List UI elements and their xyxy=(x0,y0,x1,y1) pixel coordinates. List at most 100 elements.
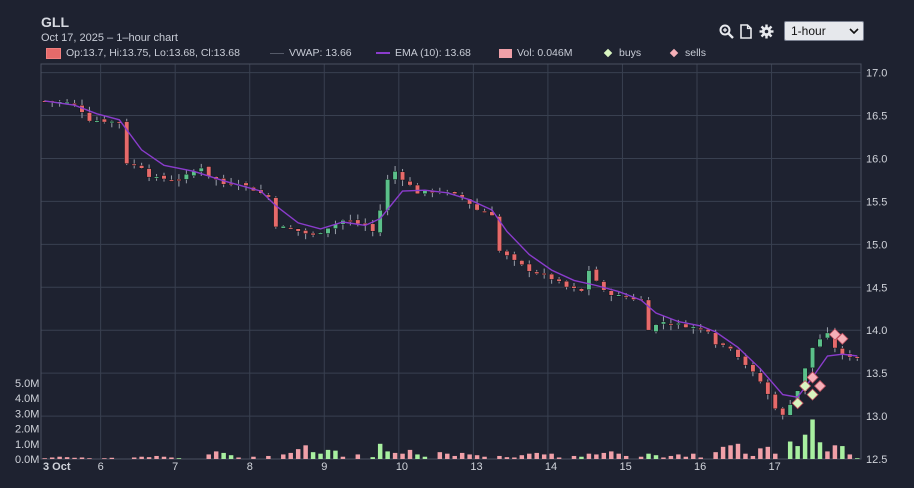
candle-down xyxy=(489,211,495,216)
price-tick-label: 13.5 xyxy=(866,368,887,380)
candle-down xyxy=(668,323,674,326)
candle-up xyxy=(444,191,450,194)
volume-bar xyxy=(139,456,144,459)
candle-up xyxy=(690,326,696,329)
document-icon[interactable] xyxy=(738,22,754,40)
volume-bar xyxy=(616,453,621,459)
candle-down xyxy=(131,163,137,166)
sell-marker xyxy=(836,332,849,345)
volume-bar xyxy=(765,446,771,459)
volume-bar xyxy=(176,458,182,459)
candle-down xyxy=(847,353,853,358)
volume-bar xyxy=(668,455,674,459)
legend-buys-text: buys xyxy=(619,47,642,59)
candle-down xyxy=(139,165,145,169)
candle-up xyxy=(236,183,242,187)
candle-down xyxy=(467,198,473,205)
volume-bar xyxy=(213,451,219,459)
volume-bar xyxy=(102,458,107,459)
volume-bar xyxy=(221,452,226,459)
candle-up xyxy=(385,179,391,211)
price-tick-label: 17.0 xyxy=(866,68,887,80)
price-tick-label: 14.5 xyxy=(866,282,887,294)
volume-bar xyxy=(750,455,756,459)
volume-bar xyxy=(251,456,256,459)
volume-bar xyxy=(79,457,85,459)
indicator-lines xyxy=(44,100,858,398)
time-tick-label: 8 xyxy=(247,461,253,473)
candle-up xyxy=(183,173,189,180)
buy-marker xyxy=(791,397,804,410)
volume-bar xyxy=(840,446,845,459)
sell-marker xyxy=(828,328,841,341)
volume-bar xyxy=(325,449,331,459)
interval-select[interactable]: 1-hour xyxy=(784,21,864,41)
volume-bar xyxy=(773,453,778,459)
legend-vol-text: Vol: 0.046M xyxy=(517,47,573,59)
volume-bar xyxy=(519,455,525,459)
candle-down xyxy=(452,191,458,194)
candle-down xyxy=(765,381,771,395)
candle-down xyxy=(258,189,264,194)
volume-bar xyxy=(206,454,211,459)
zoom-icon[interactable] xyxy=(718,22,734,40)
candle-up xyxy=(817,338,823,348)
volume-bar xyxy=(609,451,614,459)
candle-down xyxy=(511,253,517,261)
sell-diamond-icon xyxy=(669,48,679,58)
symbol-title: GLL xyxy=(41,14,69,30)
candle-down xyxy=(243,182,249,186)
time-tick-label: 17 xyxy=(769,461,781,473)
legend-ohlc-text: Op:13.7, Hi:13.75, Lo:13.68, Cl:13.68 xyxy=(66,47,240,59)
volume-bar xyxy=(720,446,726,459)
volume-bar xyxy=(266,455,271,459)
volume-bar xyxy=(579,456,584,459)
candle-down xyxy=(429,189,435,193)
candle-down xyxy=(683,323,689,328)
time-tick-label: 13 xyxy=(470,461,482,473)
volume-bar xyxy=(728,445,733,459)
legend-ohlc: Op:13.7, Hi:13.75, Lo:13.68, Cl:13.68 xyxy=(46,47,240,59)
candle-down xyxy=(646,299,652,331)
volume-bar xyxy=(310,452,316,459)
volume-bar xyxy=(131,457,137,459)
candle-down xyxy=(638,298,644,301)
volume-tick-label: 5.0M xyxy=(15,378,39,390)
volume-bar xyxy=(676,454,681,459)
ema-line xyxy=(44,100,858,398)
volume-bar xyxy=(832,445,838,459)
volume-bar xyxy=(355,454,361,459)
candle-down xyxy=(504,250,510,256)
gear-icon[interactable] xyxy=(758,22,774,40)
volume-bar xyxy=(437,452,443,459)
candle-down xyxy=(549,273,555,280)
volume-bar xyxy=(318,453,323,459)
legend-buys: buys xyxy=(602,47,641,59)
candle-down xyxy=(496,216,502,252)
candle-down xyxy=(541,273,547,276)
vol-swatch xyxy=(499,48,512,58)
chart-subtitle: Oct 17, 2025 – 1–hour chart xyxy=(41,32,178,44)
volume-bar xyxy=(743,453,748,459)
interval-value: 1-hour xyxy=(791,24,826,38)
time-tick-label: 9 xyxy=(321,461,327,473)
candle-down xyxy=(288,227,294,230)
candle-up xyxy=(154,176,160,179)
volume-bar xyxy=(482,456,487,459)
price-tick-label: 16.5 xyxy=(866,111,887,123)
legend-vwap: VWAP: 13.66 xyxy=(270,47,352,59)
candle-up xyxy=(198,167,204,172)
volume-bar xyxy=(713,452,718,459)
candle-down xyxy=(631,297,637,300)
candle-up xyxy=(787,404,793,416)
time-tick-label: 7 xyxy=(172,461,178,473)
candle-up xyxy=(660,321,666,325)
time-tick-label: 3 Oct xyxy=(43,461,71,473)
candle-down xyxy=(265,194,271,198)
volume-bar xyxy=(154,455,159,459)
candle-up xyxy=(280,225,286,229)
candle-down xyxy=(459,194,465,198)
candle-down xyxy=(750,364,756,373)
candle-down xyxy=(839,348,845,355)
